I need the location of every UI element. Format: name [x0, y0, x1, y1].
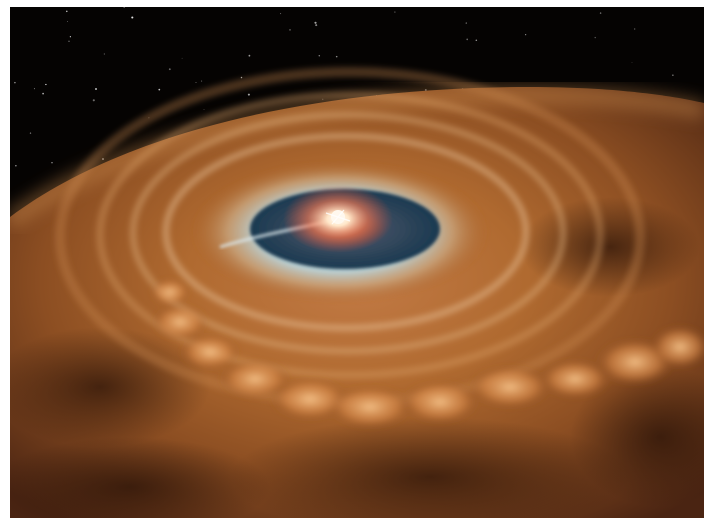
star-dot [240, 76, 243, 79]
star-dot [103, 53, 106, 55]
star-dot [465, 22, 467, 24]
star-dot [195, 82, 197, 83]
star-dot [51, 162, 53, 164]
star-dot [475, 39, 478, 41]
star-dot [672, 74, 674, 76]
star-dot [95, 88, 97, 90]
star-dot [123, 7, 125, 8]
star-dot [394, 11, 396, 13]
star-dot [203, 109, 205, 110]
star-dot [42, 92, 44, 95]
star-dot [67, 20, 68, 22]
star-dot [14, 81, 16, 84]
star-dot [131, 16, 134, 19]
star-dot [66, 10, 68, 13]
star-dot [15, 165, 17, 167]
star-dot [45, 83, 47, 86]
star-dot [634, 28, 636, 30]
star-dot [631, 62, 633, 63]
star-dot [29, 132, 32, 134]
disk-svg [10, 7, 704, 518]
star-dot [68, 40, 70, 42]
star-dot [247, 93, 250, 96]
star-dot [158, 88, 161, 91]
star-dot [168, 68, 171, 71]
star-dot [318, 55, 321, 57]
star-dot [594, 36, 596, 39]
star-dot [525, 34, 527, 36]
star-dot [69, 36, 71, 38]
star-dot [289, 29, 291, 31]
bright-dust-clumps [150, 278, 704, 429]
star-dot [466, 38, 469, 41]
disk-rim-haze [10, 85, 704, 229]
star-dot [201, 80, 203, 82]
star-dot [314, 21, 317, 24]
star-dot [33, 88, 35, 90]
star-dot [181, 57, 183, 59]
star-dot [335, 55, 338, 58]
star-dot [599, 12, 602, 14]
star-dot [92, 99, 95, 102]
star-dot [280, 13, 282, 15]
disk-illustration [10, 7, 704, 518]
star-dot [248, 54, 251, 57]
star-dot [315, 24, 318, 27]
dark-dust-lanes [10, 197, 704, 518]
star-flare [325, 209, 351, 225]
